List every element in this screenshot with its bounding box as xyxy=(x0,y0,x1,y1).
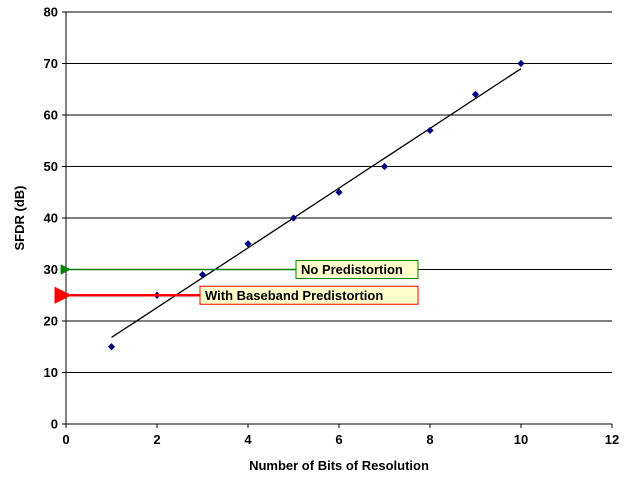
annotations: No Predistortion With Baseband Predistort… xyxy=(54,260,419,305)
x-tick-label: 0 xyxy=(62,432,69,447)
y-tick-label: 20 xyxy=(44,314,58,329)
data-point xyxy=(289,214,298,222)
x-tick-label: 2 xyxy=(153,432,160,447)
data-point xyxy=(426,126,434,135)
annotation-label: With Baseband Predistortion xyxy=(205,288,383,303)
y-tick-label: 70 xyxy=(44,56,58,71)
annotation-box xyxy=(199,285,419,305)
y-tick-label: 50 xyxy=(44,159,58,174)
y-tick-label: 30 xyxy=(44,262,58,277)
x-tick-label: 10 xyxy=(514,432,528,447)
trendline xyxy=(111,68,522,339)
y-tick-label: 0 xyxy=(51,417,58,432)
annotation-label: No Predistortion xyxy=(301,262,403,277)
trendline-group xyxy=(111,68,522,339)
y-tick-label: 40 xyxy=(44,211,58,226)
x-axis-title: Number of Bits of Resolution xyxy=(249,458,429,473)
data-point xyxy=(517,59,525,68)
axes xyxy=(62,11,613,428)
annotation-box xyxy=(295,260,419,279)
y-tick-label: 10 xyxy=(44,365,58,380)
y-axis-title: SFDR (dB) xyxy=(12,186,27,251)
x-tick-label: 12 xyxy=(605,432,619,447)
data-point xyxy=(107,343,116,351)
y-tick-label: 80 xyxy=(44,5,58,20)
data-point xyxy=(380,162,389,171)
x-tick-label: 6 xyxy=(335,432,342,447)
data-point xyxy=(198,271,207,279)
data-point xyxy=(244,240,252,248)
y-tick-label: 60 xyxy=(44,108,58,123)
data-point xyxy=(335,188,343,196)
tick-labels: 0 10 20 30 40 50 60 70 80 0 2 4 6 8 10 12 xyxy=(44,5,620,448)
data-points xyxy=(107,59,525,351)
data-point xyxy=(471,90,480,98)
x-tick-label: 8 xyxy=(426,432,433,447)
x-tick-label: 4 xyxy=(244,432,252,447)
